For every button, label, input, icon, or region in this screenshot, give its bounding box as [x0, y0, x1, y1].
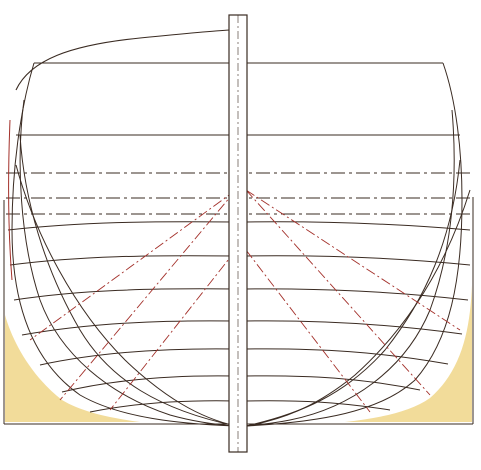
left-red-accents: [8, 119, 13, 281]
left-station-curves: [11, 62, 237, 427]
left-ochre-fill: [5, 315, 140, 422]
sheer-line: [15, 29, 231, 91]
right-ochre-fill: [345, 285, 472, 422]
right-station-curves: [245, 62, 471, 427]
red-diagonals: [29, 189, 461, 413]
keel-post: [228, 14, 248, 453]
